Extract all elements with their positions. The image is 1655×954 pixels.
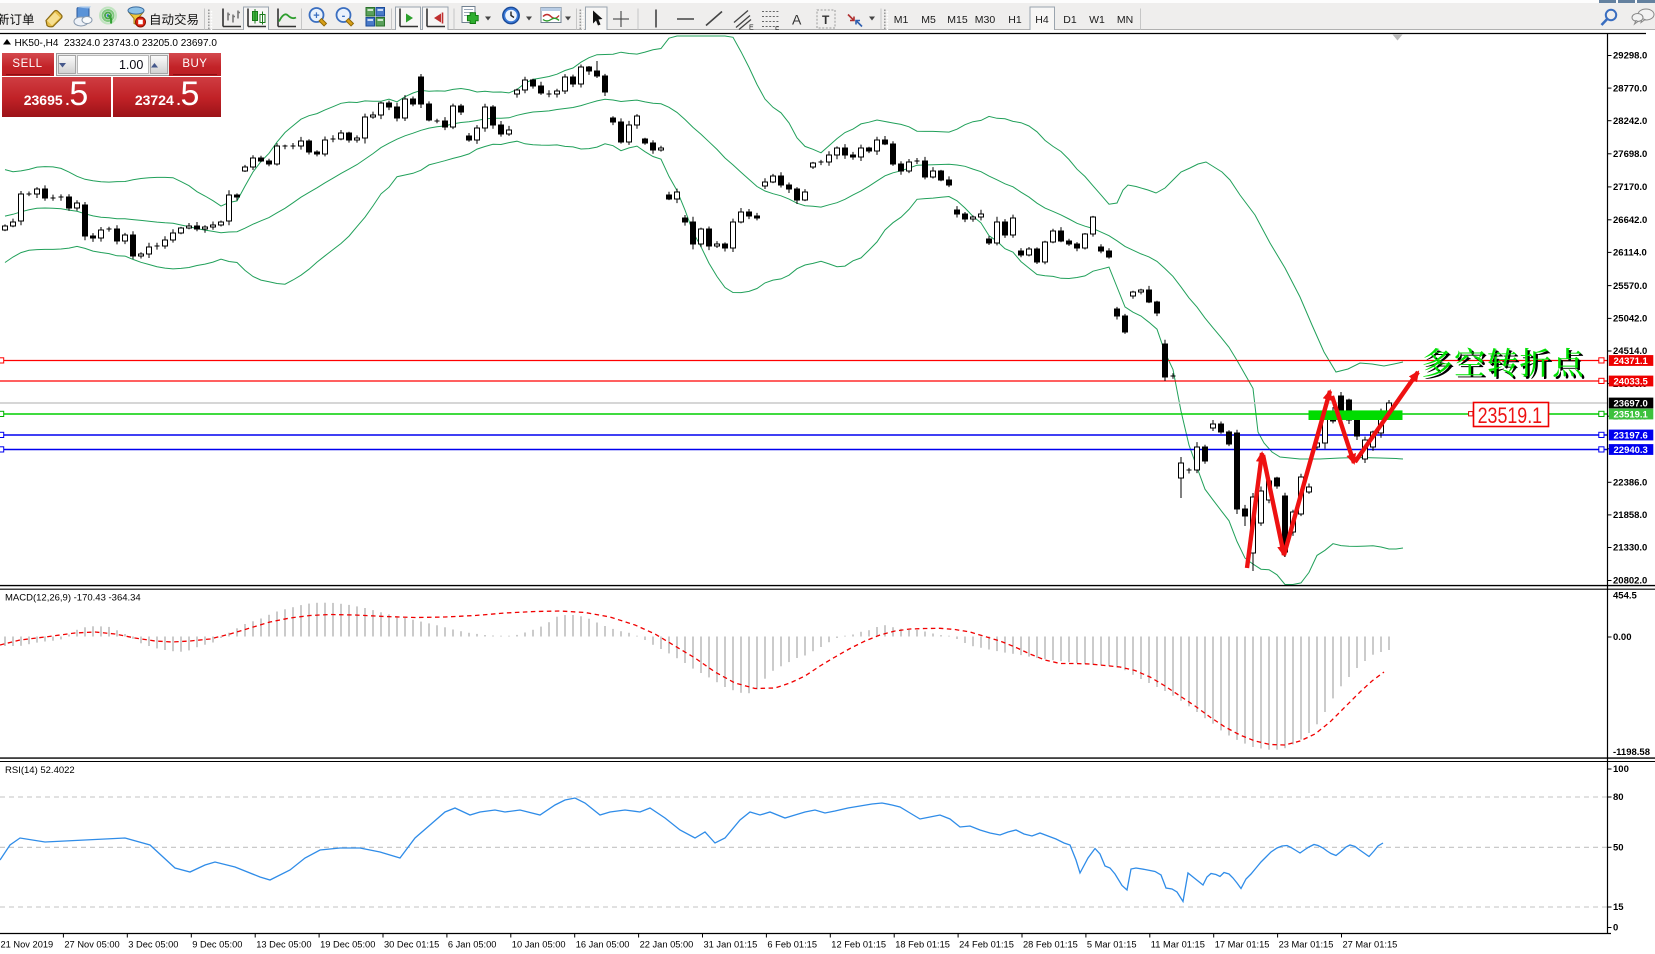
svg-text:23697.0: 23697.0 xyxy=(1614,398,1648,409)
svg-text:27 Mar 01:15: 27 Mar 01:15 xyxy=(1343,940,1398,950)
svg-text:22940.3: 22940.3 xyxy=(1614,445,1648,456)
svg-text:3 Dec 05:00: 3 Dec 05:00 xyxy=(128,940,178,950)
svg-text:D1: D1 xyxy=(1063,14,1077,26)
svg-text:21 Nov 2019: 21 Nov 2019 xyxy=(1,940,54,950)
svg-text:24371.1: 24371.1 xyxy=(1614,356,1649,367)
svg-text:25570.0: 25570.0 xyxy=(1613,281,1647,292)
svg-text:F: F xyxy=(775,27,779,31)
svg-text:23519.1: 23519.1 xyxy=(1478,403,1543,428)
svg-text:19 Dec 05:00: 19 Dec 05:00 xyxy=(320,940,375,950)
svg-text:50: 50 xyxy=(1613,843,1624,854)
svg-text:27170.0: 27170.0 xyxy=(1613,182,1647,193)
svg-text:23197.6: 23197.6 xyxy=(1614,430,1648,441)
svg-text:80: 80 xyxy=(1613,792,1624,803)
svg-text:-1198.58: -1198.58 xyxy=(1613,747,1650,758)
svg-text:MN: MN xyxy=(1117,14,1133,26)
svg-text:11 Mar 01:15: 11 Mar 01:15 xyxy=(1151,940,1205,950)
svg-text:W1: W1 xyxy=(1089,14,1105,26)
svg-text:M1: M1 xyxy=(894,14,909,26)
svg-text:17 Mar 01:15: 17 Mar 01:15 xyxy=(1215,940,1270,950)
svg-text:100: 100 xyxy=(1613,764,1629,775)
svg-text:25042.0: 25042.0 xyxy=(1613,314,1647,325)
svg-text:9 Dec 05:00: 9 Dec 05:00 xyxy=(192,940,242,950)
svg-text:31 Jan 01:15: 31 Jan 01:15 xyxy=(704,940,758,950)
svg-text:M15: M15 xyxy=(947,14,968,26)
svg-text:23 Mar 01:15: 23 Mar 01:15 xyxy=(1279,940,1334,950)
svg-text:23519.1: 23519.1 xyxy=(1614,409,1649,420)
svg-text:21858.0: 21858.0 xyxy=(1613,510,1647,521)
svg-text:28242.0: 28242.0 xyxy=(1613,116,1647,127)
svg-text:24 Feb 01:15: 24 Feb 01:15 xyxy=(959,940,1014,950)
svg-text:22 Jan 05:00: 22 Jan 05:00 xyxy=(640,940,694,950)
svg-text:28770.0: 28770.0 xyxy=(1613,83,1647,94)
svg-text:M5: M5 xyxy=(921,14,936,26)
svg-text:30 Dec 01:15: 30 Dec 01:15 xyxy=(384,940,439,950)
svg-text:5 Mar 01:15: 5 Mar 01:15 xyxy=(1087,940,1137,950)
svg-text:27 Nov 05:00: 27 Nov 05:00 xyxy=(64,940,119,950)
svg-text:HK50-,H4 23324.0 23743.0 2320: HK50-,H4 23324.0 23743.0 23205.0 23697.0 xyxy=(15,38,218,49)
svg-text:24514.0: 24514.0 xyxy=(1613,346,1647,357)
svg-text:0: 0 xyxy=(1613,923,1618,934)
svg-text:M30: M30 xyxy=(975,14,996,26)
svg-text:16 Jan 05:00: 16 Jan 05:00 xyxy=(576,940,630,950)
svg-text:22386.0: 22386.0 xyxy=(1613,478,1647,489)
svg-text:H4: H4 xyxy=(1035,14,1049,26)
svg-text:13 Dec 05:00: 13 Dec 05:00 xyxy=(256,940,311,950)
svg-text:6 Jan 05:00: 6 Jan 05:00 xyxy=(448,940,497,950)
svg-text:29298.0: 29298.0 xyxy=(1613,51,1647,62)
svg-text:MACD(12,26,9) -170.43 -364.34: MACD(12,26,9) -170.43 -364.34 xyxy=(5,593,141,604)
svg-text:28 Feb 01:15: 28 Feb 01:15 xyxy=(1023,940,1078,950)
svg-text:26114.0: 26114.0 xyxy=(1613,248,1647,259)
svg-text:12 Feb 01:15: 12 Feb 01:15 xyxy=(831,940,886,950)
svg-text:21330.0: 21330.0 xyxy=(1613,543,1647,554)
svg-text:20802.0: 20802.0 xyxy=(1613,576,1647,587)
svg-text:27698.0: 27698.0 xyxy=(1613,149,1647,160)
svg-text:T: T xyxy=(822,13,830,27)
svg-text:0.00: 0.00 xyxy=(1613,632,1632,643)
svg-text:10 Jan 05:00: 10 Jan 05:00 xyxy=(512,940,566,950)
svg-text:-: - xyxy=(342,10,346,22)
svg-text:24033.5: 24033.5 xyxy=(1614,376,1649,387)
svg-text:6 Feb 01:15: 6 Feb 01:15 xyxy=(767,940,817,950)
svg-text:RSI(14) 52.4022: RSI(14) 52.4022 xyxy=(5,765,75,776)
svg-text:26642.0: 26642.0 xyxy=(1613,215,1647,226)
svg-text:18 Feb 01:15: 18 Feb 01:15 xyxy=(895,940,950,950)
svg-text:A: A xyxy=(792,12,802,28)
svg-text:E: E xyxy=(749,25,754,31)
svg-text:454.5: 454.5 xyxy=(1613,591,1637,602)
svg-text:H1: H1 xyxy=(1008,14,1022,26)
svg-text:15: 15 xyxy=(1613,902,1624,913)
svg-text:+: + xyxy=(313,10,319,22)
